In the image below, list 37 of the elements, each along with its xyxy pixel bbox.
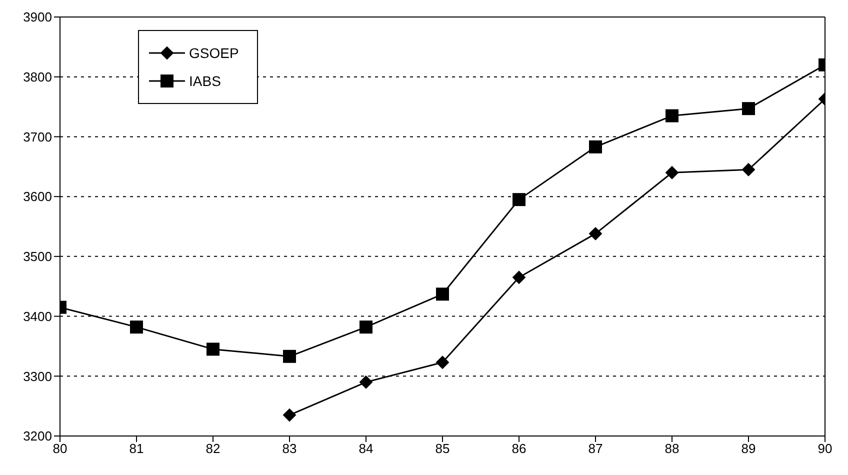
point [742,163,755,176]
point [512,270,526,284]
y-tick-label: 3600 [23,189,52,204]
y-tick-label: 3800 [23,69,52,84]
x-tick-label: 88 [664,441,680,456]
point [283,408,296,422]
point [360,320,372,334]
legend-label: GSOEP [189,45,239,61]
point [436,288,449,301]
x-tick-label: 90 [818,441,832,456]
point [666,109,678,122]
x-tick-label: 84 [358,441,374,456]
x-tick-label: 80 [52,441,68,456]
y-tick-label: 3200 [23,428,52,444]
y-tick-label: 3500 [23,249,52,264]
y-tick-label: 3900 [23,10,52,25]
x-tick-label: 81 [129,441,144,456]
point [512,193,526,206]
x-tick-label: 85 [435,441,450,456]
x-tick-label: 89 [741,441,756,456]
legend-label: IABS [189,73,221,89]
y-tick-label: 3400 [23,308,52,324]
x-tick-label: 83 [282,441,297,456]
x-tick-label: 86 [512,441,526,456]
y-tick-label: 3700 [23,129,52,144]
point [666,166,678,180]
point [589,140,602,154]
point [283,350,296,363]
x-tick-label: 87 [588,441,603,456]
point [130,320,143,334]
point [206,342,220,356]
point [436,356,449,369]
x-tick-label: 82 [206,441,220,456]
y-tick-label: 3300 [23,368,52,384]
point [742,102,755,116]
point [589,227,602,240]
point [360,376,372,389]
